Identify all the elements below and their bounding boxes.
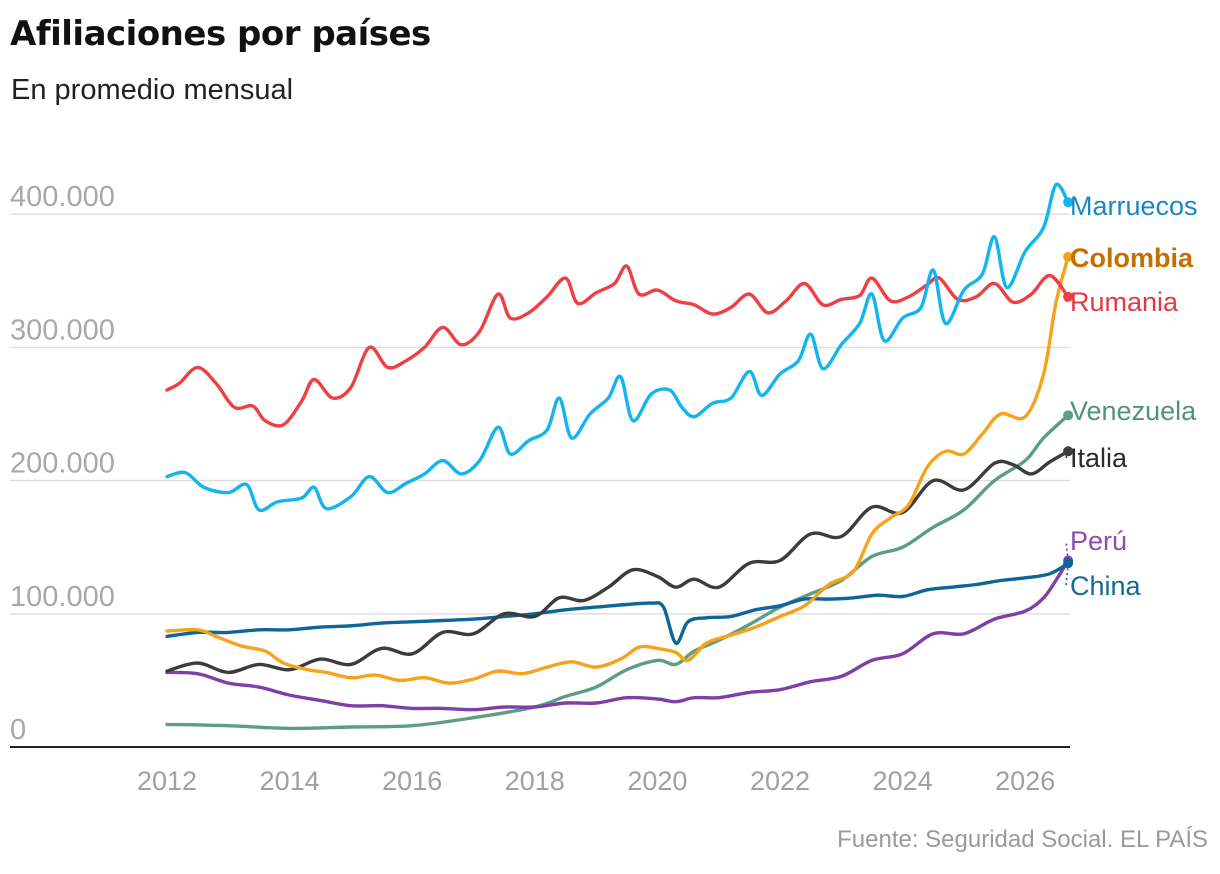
series-label-colombia: Colombia bbox=[1070, 243, 1194, 273]
series-label-venezuela: Venezuela bbox=[1070, 396, 1197, 426]
y-tick-label: 200.000 bbox=[10, 448, 115, 480]
x-tick-label: 2012 bbox=[137, 766, 197, 796]
series-end-dot-rumania bbox=[1063, 291, 1074, 302]
series-end-dot-marruecos bbox=[1063, 197, 1074, 208]
x-tick-label: 2022 bbox=[750, 766, 810, 796]
label-connector-peru bbox=[1065, 540, 1069, 561]
series-label-rumania: Rumania bbox=[1070, 287, 1179, 317]
series-label-peru: Perú bbox=[1070, 526, 1127, 556]
x-tick-label: 2026 bbox=[995, 766, 1055, 796]
series-label-china: China bbox=[1070, 571, 1142, 601]
x-tick-label: 2014 bbox=[260, 766, 320, 796]
y-tick-label: 300.000 bbox=[10, 314, 115, 346]
chart-subtitle: En promedio mensual bbox=[11, 74, 294, 106]
y-tick-label: 400.000 bbox=[10, 181, 115, 213]
series-end-dot-italia bbox=[1063, 446, 1074, 457]
label-connector-china bbox=[1065, 563, 1069, 587]
x-tick-label: 2020 bbox=[627, 766, 687, 796]
series-label-marruecos: Marruecos bbox=[1070, 191, 1198, 221]
series-line-china bbox=[165, 561, 1070, 645]
source-note: Fuente: Seguridad Social. EL PAÍS bbox=[837, 826, 1208, 853]
y-tick-label: 100.000 bbox=[10, 581, 115, 613]
chart-title: Afiliaciones por países bbox=[10, 14, 431, 54]
y-tick-label: 0 bbox=[10, 714, 26, 746]
series-line-peru bbox=[165, 558, 1070, 712]
series-end-dot-colombia bbox=[1063, 251, 1074, 262]
series-end-dot-venezuela bbox=[1063, 410, 1074, 421]
series-line-colombia bbox=[165, 255, 1070, 685]
x-tick-label: 2018 bbox=[505, 766, 565, 796]
series-line-rumania bbox=[165, 264, 1070, 428]
x-tick-label: 2016 bbox=[382, 766, 442, 796]
series-end-dot-china bbox=[1063, 558, 1074, 569]
series-line-venezuela bbox=[165, 413, 1070, 731]
series-line-italia bbox=[165, 449, 1070, 675]
series-line-marruecos bbox=[165, 182, 1070, 513]
series-label-italia: Italia bbox=[1070, 443, 1128, 473]
x-tick-label: 2024 bbox=[873, 766, 933, 796]
